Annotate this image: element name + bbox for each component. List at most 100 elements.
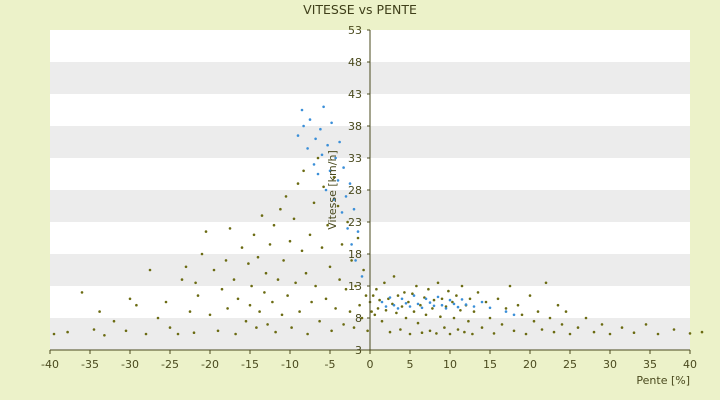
data-point bbox=[480, 300, 484, 304]
data-point bbox=[308, 233, 312, 237]
data-point bbox=[448, 332, 452, 336]
data-point bbox=[332, 198, 336, 201]
data-point bbox=[400, 305, 404, 308]
data-point bbox=[319, 127, 322, 131]
data-point bbox=[302, 169, 305, 173]
data-point bbox=[556, 303, 560, 307]
data-point bbox=[452, 302, 456, 306]
data-point bbox=[336, 204, 340, 208]
data-point bbox=[460, 284, 464, 288]
data-point bbox=[286, 294, 289, 297]
data-point bbox=[308, 118, 312, 121]
data-point bbox=[344, 195, 348, 198]
data-point bbox=[314, 284, 317, 288]
data-point bbox=[700, 330, 704, 334]
data-point bbox=[164, 300, 168, 304]
data-point bbox=[600, 323, 604, 326]
data-point bbox=[356, 236, 360, 240]
data-point bbox=[472, 305, 476, 308]
data-point bbox=[220, 287, 224, 291]
data-point bbox=[447, 289, 450, 293]
data-point bbox=[496, 297, 500, 301]
data-point bbox=[384, 305, 388, 308]
data-point bbox=[135, 303, 138, 307]
data-point bbox=[268, 243, 272, 246]
data-point bbox=[346, 227, 349, 230]
data-point bbox=[312, 201, 316, 205]
data-point bbox=[340, 211, 344, 214]
data-point bbox=[416, 302, 420, 306]
x-tick-label: 15 bbox=[483, 358, 497, 371]
data-point bbox=[463, 330, 466, 334]
data-point bbox=[444, 307, 448, 310]
data-point bbox=[324, 188, 328, 192]
data-point bbox=[354, 259, 357, 262]
data-point bbox=[439, 315, 442, 319]
data-point bbox=[92, 328, 96, 331]
x-tick-label: -35 bbox=[81, 358, 99, 371]
data-point bbox=[370, 310, 373, 313]
data-point bbox=[362, 268, 365, 272]
x-tick-label: 20 bbox=[523, 358, 537, 371]
data-point bbox=[271, 300, 274, 304]
data-point bbox=[266, 323, 269, 326]
data-point bbox=[411, 292, 414, 296]
data-point bbox=[274, 330, 277, 334]
data-point bbox=[326, 143, 329, 147]
data-point bbox=[236, 297, 240, 301]
data-point bbox=[304, 271, 308, 275]
data-point bbox=[276, 278, 280, 281]
data-point bbox=[244, 319, 248, 323]
data-point bbox=[472, 310, 476, 313]
data-point bbox=[656, 332, 660, 336]
data-point bbox=[455, 294, 458, 297]
data-point bbox=[176, 332, 180, 336]
data-point bbox=[258, 310, 261, 313]
data-point bbox=[284, 195, 288, 198]
data-point bbox=[428, 301, 432, 304]
data-point bbox=[392, 303, 396, 307]
data-point bbox=[512, 329, 516, 333]
data-point bbox=[247, 262, 250, 265]
data-point bbox=[264, 271, 268, 275]
data-point bbox=[128, 297, 132, 301]
data-point bbox=[336, 179, 340, 182]
data-point bbox=[288, 239, 292, 243]
data-point bbox=[456, 328, 460, 331]
data-point bbox=[512, 313, 516, 317]
data-point bbox=[144, 332, 148, 336]
data-point bbox=[383, 281, 386, 285]
data-point bbox=[300, 249, 304, 253]
data-point bbox=[484, 300, 488, 304]
data-point bbox=[375, 287, 378, 291]
x-tick-label: -5 bbox=[325, 358, 336, 371]
data-point bbox=[334, 156, 337, 160]
data-point bbox=[204, 230, 208, 233]
data-point bbox=[592, 330, 596, 334]
data-point bbox=[500, 323, 504, 326]
data-point bbox=[290, 326, 293, 329]
data-point bbox=[504, 310, 508, 313]
data-point bbox=[536, 310, 540, 313]
data-point bbox=[338, 140, 341, 144]
data-point bbox=[460, 298, 464, 301]
data-point bbox=[342, 323, 345, 326]
data-point bbox=[252, 233, 256, 237]
x-tick-label: 30 bbox=[603, 358, 617, 371]
x-tick-label: 40 bbox=[683, 358, 697, 371]
data-point bbox=[316, 172, 320, 176]
data-point bbox=[415, 284, 418, 288]
data-point bbox=[212, 268, 216, 272]
data-point bbox=[240, 246, 244, 249]
x-tick-label: 35 bbox=[643, 358, 657, 371]
data-point bbox=[184, 265, 188, 269]
data-point bbox=[378, 298, 381, 302]
data-point bbox=[552, 330, 556, 334]
data-point bbox=[384, 309, 388, 312]
data-point bbox=[168, 326, 172, 329]
data-point bbox=[371, 294, 375, 297]
data-point bbox=[326, 223, 329, 227]
data-point bbox=[424, 313, 428, 317]
y-tick-label: 53 bbox=[348, 24, 362, 37]
data-point bbox=[354, 284, 357, 288]
